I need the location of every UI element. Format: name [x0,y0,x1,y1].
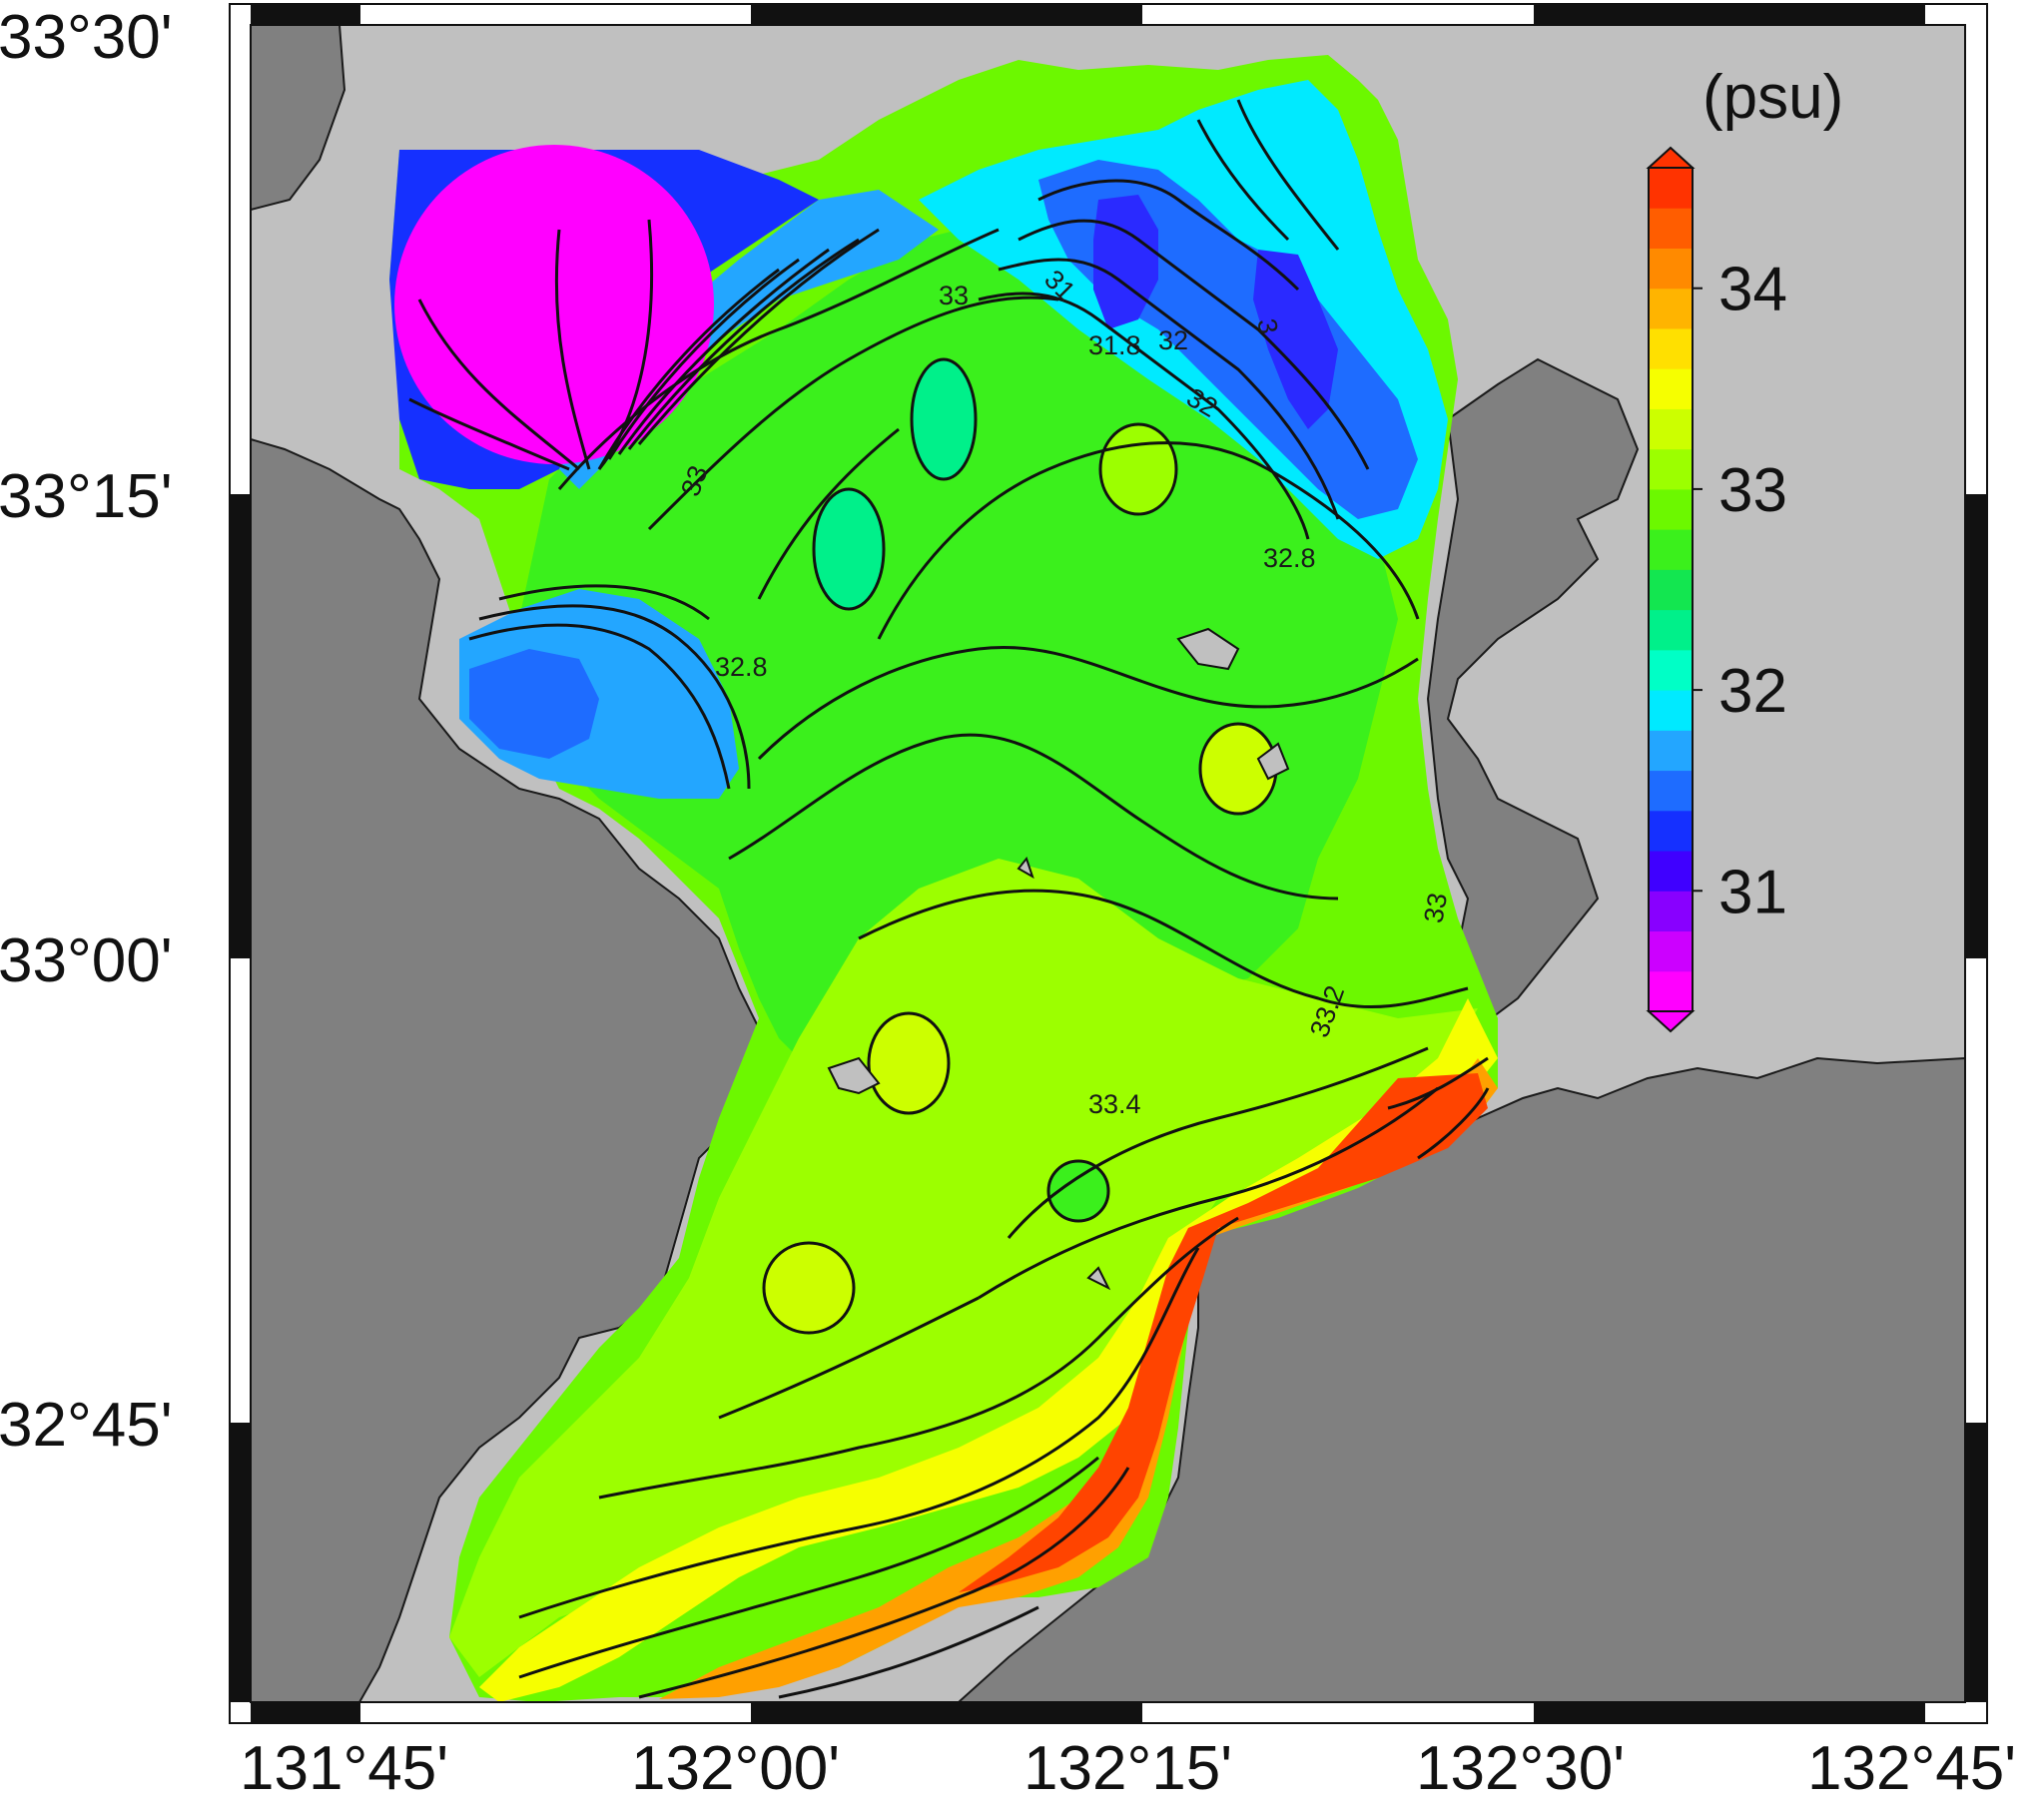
sea-field-yellowgreen [449,859,1478,1677]
map-frame [229,3,1988,1724]
colorbar-band [1649,327,1693,369]
contour-loop-2 [812,487,886,611]
colorbar-bands [1649,168,1693,1012]
colorbar-band [1649,208,1693,249]
contour-label-4: 31.8 [1088,330,1141,360]
colorbar-band [1649,770,1693,812]
sea-field-red [959,1073,1488,1592]
sea-field-yellow [479,998,1498,1702]
colorbar-band [1649,851,1693,892]
colorbar-band [1649,930,1693,972]
lon-label-132-00: 132°00' [631,1734,840,1803]
sea-field-green [519,210,1398,1098]
colorbar-band [1649,690,1693,731]
contour-label-7: 3 [1251,316,1283,336]
colorbar-unit: (psu) [1703,63,1843,132]
small-islands [827,627,1290,1291]
lat-label-33-15: 33°15' [0,462,173,531]
colorbar-band [1649,448,1693,490]
colorbar-band [1649,248,1693,290]
lon-label-131-45: 131°45' [240,1734,448,1803]
contour-loop-5 [867,1011,951,1115]
land-dark-east-peninsula [1426,357,1640,1060]
contour-label-10: 33 [1418,891,1453,925]
colorbar-tick-label: 31 [1718,858,1787,926]
lon-label-132-15: 132°15' [1023,1734,1232,1803]
colorbar-tick-label: 32 [1718,657,1787,726]
colorbar-ticks: 34 33 32 31 [1693,256,1787,926]
colorbar-tick-label: 33 [1718,456,1787,525]
sea-field-deepblue-north2 [1253,250,1338,429]
colorbar-tick-label: 34 [1718,256,1787,324]
contour-label-5: 32 [1158,325,1188,355]
colorbar-band [1649,810,1693,852]
contour-loop-7 [762,1241,856,1335]
lat-label-33-00: 33°00' [0,926,173,995]
contour-label-1: 33 [939,281,969,310]
colorbar-band [1649,488,1693,530]
colorbar-band [1649,288,1693,329]
contour-loop-1 [910,357,978,481]
colorbar-band [1649,569,1693,611]
lat-label-32-45: 32°45' [0,1391,173,1460]
colorbar-band [1649,408,1693,450]
colorbar-outline [1648,167,1694,1012]
contour-loop-3 [1098,422,1178,516]
lat-label-33-30: 33°30' [0,3,173,72]
contour-lines [408,99,1490,1699]
sea-field-orange [659,1058,1498,1699]
colorbar-band [1649,529,1693,570]
map-area: 33 33 31 31.8 32 32 3 32.8 32.8 33 33.2 … [251,25,1965,1702]
lon-label-132-45: 132°45' [1807,1734,2016,1803]
colorbar-band [1649,368,1693,409]
latitude-labels: 33°30' 33°15' 33°00' 32°45' [0,3,173,1460]
colorbar-band [1649,649,1693,691]
colorbar-band [1649,970,1693,1012]
colorbar: (psu) 34 33 32 31 [1646,63,1843,1033]
colorbar-band [1649,891,1693,932]
colorbar-band [1649,730,1693,772]
colorbar-band [1649,609,1693,651]
contour-label-9: 32.8 [715,652,768,682]
contour-loop-6 [1046,1159,1110,1223]
sea-field-plume-magenta [394,145,714,464]
contour-label-8: 32.8 [1263,543,1316,573]
sea-field-plume-cyan [559,190,939,489]
longitude-labels: 131°45' 132°00' 132°15' 132°30' 132°45' [240,1734,2016,1803]
contour-label-12: 33.4 [1088,1089,1141,1119]
lon-label-132-30: 132°30' [1416,1734,1625,1803]
land-dark-west [251,25,346,212]
colorbar-band [1649,168,1693,209]
sea-field-west-bay-blue [469,649,599,759]
